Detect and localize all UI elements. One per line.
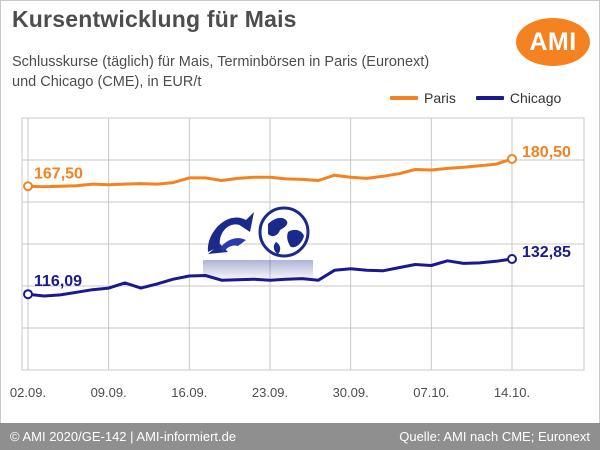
data-label-chicago: 132,85 [522,244,571,261]
x-tick-label: 02.09. [10,385,46,400]
footer-copyright: © AMI 2020/GE-142 | AMI-informiert.de [10,429,237,444]
x-tick-label: 30.09. [333,385,369,400]
legend-swatch-chicago [475,96,504,100]
data-label-chicago: 116,09 [34,273,82,290]
footer-source: Quelle: AMI nach CME; Euronext [399,429,590,444]
chart-title: Kursentwicklung für Mais [12,6,297,32]
data-label-paris: 167,50 [34,165,83,182]
legend-swatch-paris [390,96,418,100]
data-point-chicago [507,254,517,265]
data-label-paris: 180,50 [522,144,571,161]
chart-subtitle: Schlusskurse (täglich) für Mais, Terminb… [12,52,472,92]
series-line-paris [26,157,514,189]
x-tick-label: 14.10. [494,385,530,400]
footer-bar: © AMI 2020/GE-142 | AMI-informiert.de Qu… [0,423,600,450]
x-tick-label: 16.09. [171,385,207,400]
legend-label-chicago: Chicago [509,90,562,106]
ami-logo: AMI [516,18,590,66]
chart-legend: Paris Chicago [390,88,581,108]
legend-item-paris: Paris [390,90,456,106]
x-tick-label: 07.10. [413,385,449,400]
globe-arrows-icon [203,206,313,282]
subtitle-line-2: und Chicago (CME), in EUR/t [12,74,202,90]
x-tick-label: 09.09. [91,385,127,400]
data-point-paris [23,181,33,192]
legend-item-chicago: Chicago [475,90,562,106]
x-tick-label: 23.09. [252,385,288,400]
data-point-chicago [23,289,33,300]
legend-label-paris: Paris [424,90,456,106]
subtitle-line-1: Schlusskurse (täglich) für Mais, Terminb… [12,54,430,70]
data-point-paris [507,153,517,164]
